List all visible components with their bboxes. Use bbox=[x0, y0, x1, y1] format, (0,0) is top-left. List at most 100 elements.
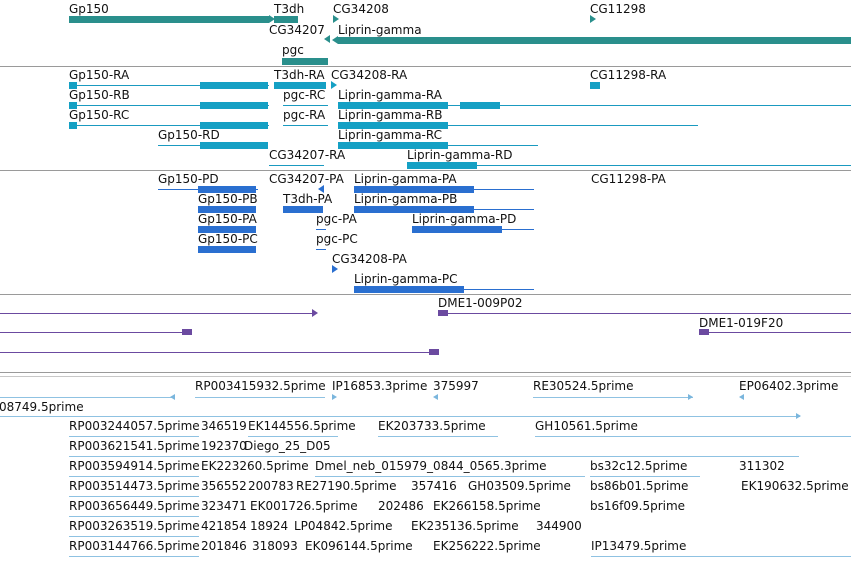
est-label[interactable]: 421854 bbox=[201, 519, 247, 533]
transcript-label[interactable]: CG34207-RA bbox=[269, 148, 346, 162]
est-label[interactable]: bs32c12.5prime bbox=[590, 459, 688, 473]
arrow-right-icon[interactable] bbox=[590, 15, 596, 23]
transcript-label[interactable]: pgc-RA bbox=[283, 108, 326, 122]
protein-label[interactable]: T3dh-PA bbox=[283, 192, 333, 206]
transcript-label[interactable]: Gp150-RC bbox=[69, 108, 130, 122]
est-label[interactable]: RP003244057.5prime bbox=[69, 419, 200, 433]
est-label[interactable]: IP16853.3prime bbox=[332, 379, 428, 393]
est-label[interactable]: EK203733.5prime bbox=[378, 419, 486, 433]
transcript-exon[interactable] bbox=[69, 122, 77, 129]
clone-feature[interactable] bbox=[438, 313, 851, 314]
est-feature[interactable] bbox=[378, 436, 498, 437]
protein-exon[interactable] bbox=[198, 186, 256, 193]
est-feature[interactable] bbox=[69, 436, 199, 437]
protein-label[interactable]: Gp150-PC bbox=[198, 232, 258, 246]
transcript-exon[interactable] bbox=[200, 82, 268, 89]
est-label[interactable]: EK223260.5prime bbox=[201, 459, 309, 473]
est-feature[interactable] bbox=[69, 516, 199, 517]
gene-label[interactable]: Liprin-gamma bbox=[338, 23, 422, 37]
est-label[interactable]: 323471 bbox=[201, 499, 247, 513]
transcript-exon[interactable] bbox=[200, 102, 268, 109]
clone-feature[interactable] bbox=[0, 332, 190, 333]
protein-label[interactable]: CG34208-PA bbox=[332, 252, 407, 266]
arrow-right-icon[interactable] bbox=[333, 15, 339, 23]
est-label[interactable]: RP003144766.5prime bbox=[69, 539, 200, 553]
transcript-exon[interactable] bbox=[338, 142, 448, 149]
protein-label[interactable]: CG11298-PA bbox=[591, 172, 666, 186]
protein-label[interactable]: CG34207-PA bbox=[269, 172, 344, 186]
est-label[interactable]: RE27190.5prime bbox=[296, 479, 397, 493]
est-feature[interactable] bbox=[533, 397, 693, 398]
est-label[interactable]: RP003594914.5prime bbox=[69, 459, 200, 473]
transcript-exon[interactable] bbox=[407, 162, 477, 169]
est-feature[interactable] bbox=[591, 556, 851, 557]
est-label[interactable]: LP04842.5prime bbox=[294, 519, 393, 533]
protein-exon[interactable] bbox=[354, 286, 464, 293]
protein-exon[interactable] bbox=[354, 186, 474, 193]
gene-label[interactable]: Gp150 bbox=[69, 2, 109, 16]
transcript-label[interactable]: Gp150-RA bbox=[69, 68, 130, 82]
gene-feature[interactable] bbox=[274, 16, 298, 23]
est-feature[interactable] bbox=[69, 496, 199, 497]
protein-label[interactable]: Liprin-gamma-PC bbox=[354, 272, 458, 286]
est-label[interactable]: IP13479.5prime bbox=[591, 539, 687, 553]
gene-feature[interactable] bbox=[69, 16, 269, 23]
est-label[interactable]: EK001726.5prime bbox=[250, 499, 358, 513]
est-label[interactable]: RP003514473.5prime bbox=[69, 479, 200, 493]
est-label[interactable]: EK096144.5prime bbox=[305, 539, 413, 553]
est-label[interactable]: 311302 bbox=[739, 459, 785, 473]
transcript-exon[interactable] bbox=[200, 122, 268, 129]
clone-label[interactable]: DME1-009P02 bbox=[438, 296, 523, 310]
est-label[interactable]: EK256222.5prime bbox=[433, 539, 541, 553]
est-label[interactable]: 346519 bbox=[201, 419, 247, 433]
est-feature[interactable] bbox=[69, 456, 799, 457]
clone-label[interactable]: DME1-019F20 bbox=[699, 316, 784, 330]
transcript-label[interactable]: pgc-RC bbox=[283, 88, 326, 102]
est-label[interactable]: EK266158.5prime bbox=[433, 499, 541, 513]
est-feature[interactable] bbox=[0, 416, 800, 417]
transcript-exon[interactable] bbox=[338, 122, 448, 129]
transcript-label[interactable]: Liprin-gamma-RD bbox=[407, 148, 513, 162]
gene-label[interactable]: CG11298 bbox=[590, 2, 646, 16]
transcript-exon[interactable] bbox=[460, 102, 500, 109]
est-label[interactable]: EP06402.3prime bbox=[739, 379, 839, 393]
protein-exon[interactable] bbox=[198, 246, 256, 253]
transcript-exon[interactable] bbox=[69, 82, 77, 89]
est-feature[interactable] bbox=[315, 476, 585, 477]
transcript-label[interactable]: Gp150-RB bbox=[69, 88, 130, 102]
est-label[interactable]: 356552 bbox=[201, 479, 247, 493]
protein-label[interactable]: Liprin-gamma-PA bbox=[354, 172, 457, 186]
transcript-label[interactable]: Liprin-gamma-RA bbox=[338, 88, 442, 102]
est-feature[interactable] bbox=[69, 556, 199, 557]
protein-label[interactable]: Gp150-PB bbox=[198, 192, 258, 206]
est-label[interactable]: GH03509.5prime bbox=[468, 479, 571, 493]
est-feature[interactable] bbox=[535, 436, 851, 437]
est-label[interactable]: 200783 bbox=[248, 479, 294, 493]
gene-label[interactable]: CG34208 bbox=[333, 2, 389, 16]
protein-label[interactable]: Liprin-gamma-PD bbox=[412, 212, 517, 226]
gene-feature[interactable] bbox=[282, 58, 328, 65]
est-label[interactable]: 318093 bbox=[252, 539, 298, 553]
est-label[interactable]: EK190632.5prime bbox=[741, 479, 849, 493]
protein-label[interactable]: Liprin-gamma-PB bbox=[354, 192, 458, 206]
protein-exon[interactable] bbox=[354, 206, 474, 213]
arrow-right-icon[interactable] bbox=[332, 265, 338, 273]
est-feature[interactable] bbox=[69, 536, 199, 537]
est-label[interactable]: RP003415932.5prime bbox=[195, 379, 326, 393]
est-label[interactable]: 08749.5prime bbox=[0, 400, 84, 414]
arrow-left-icon[interactable] bbox=[324, 35, 330, 43]
transcript-label[interactable]: CG34208-RA bbox=[331, 68, 408, 82]
est-label[interactable]: 192370 bbox=[201, 439, 247, 453]
transcript-exon[interactable] bbox=[590, 82, 600, 89]
protein-exon[interactable] bbox=[198, 206, 256, 213]
protein-label[interactable]: pgc-PA bbox=[316, 212, 357, 226]
est-feature[interactable] bbox=[248, 436, 338, 437]
est-label[interactable]: EK144556.5prime bbox=[248, 419, 356, 433]
protein-exon[interactable] bbox=[198, 226, 256, 233]
gene-label[interactable]: pgc bbox=[282, 43, 304, 57]
est-label[interactable]: 201846 bbox=[201, 539, 247, 553]
est-label[interactable]: RP003263519.5prime bbox=[69, 519, 200, 533]
transcript-label[interactable]: Liprin-gamma-RB bbox=[338, 108, 443, 122]
transcript-exon[interactable] bbox=[338, 102, 448, 109]
clone-feature[interactable] bbox=[0, 313, 316, 314]
